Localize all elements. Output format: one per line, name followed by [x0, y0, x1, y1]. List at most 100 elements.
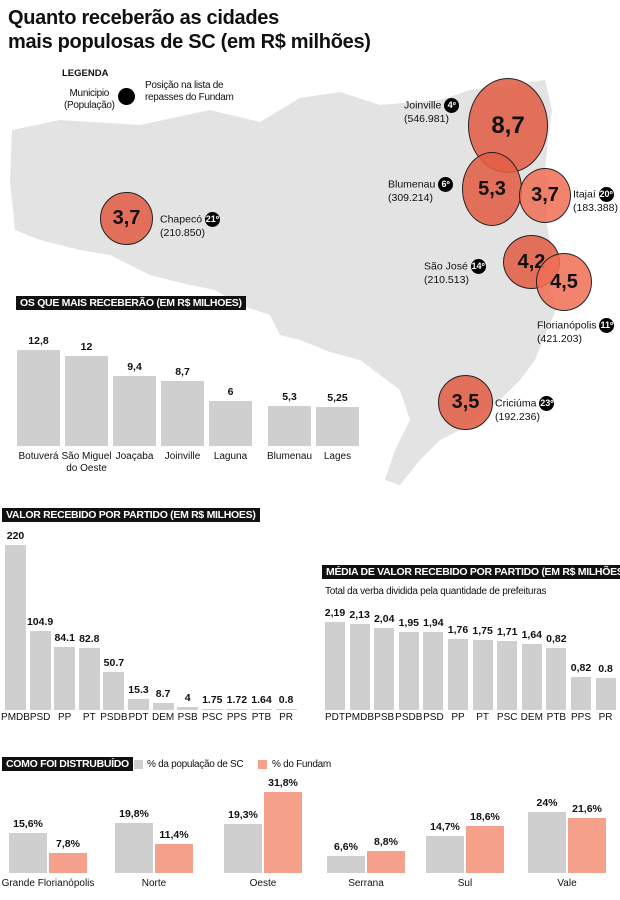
bar	[78, 647, 100, 710]
value-label: 15,6%	[13, 818, 43, 831]
value-label: 15.3	[128, 683, 149, 696]
city-chapeco: Chapecó 21º (210.850)	[160, 212, 220, 239]
bar	[5, 545, 26, 710]
value-label: 6	[227, 386, 234, 398]
legend-label-fundam: % do Fundam	[272, 759, 331, 770]
value-label: 11,4%	[159, 828, 189, 841]
category-label: PSD	[423, 712, 444, 723]
value-label: 14,7%	[430, 820, 460, 833]
bar	[546, 647, 567, 710]
bar	[316, 406, 359, 446]
value-label: 1,75	[472, 624, 493, 637]
city-itajai: Itajaí 20º (183.388)	[573, 187, 618, 214]
value-label: 9,4	[127, 360, 142, 373]
category-label: PP	[451, 712, 465, 723]
legend-swatch-population	[134, 760, 143, 769]
value-label: 84.1	[54, 631, 75, 644]
bar	[521, 644, 542, 710]
bar-fundam	[568, 817, 606, 873]
category-label: PMDB	[345, 712, 375, 723]
value-label: 1,76	[447, 624, 469, 637]
category-label: PTB	[546, 712, 567, 723]
legend-posicao: Posição na lista de repasses do Fundam	[145, 80, 234, 103]
category-label: Laguna	[213, 451, 248, 462]
value-label: 1.64	[251, 693, 272, 706]
bar-population	[9, 833, 47, 873]
chart3-subtitle: Total da verba dividida pela quantidade …	[325, 586, 547, 597]
category-label: PP	[58, 712, 72, 723]
category-label: PR	[598, 712, 613, 723]
category-label: PPS	[226, 712, 247, 723]
bar	[209, 401, 252, 446]
value-label: 12	[80, 341, 93, 353]
value-label: 8.7	[155, 688, 171, 701]
category-label: Lages	[323, 451, 352, 462]
bar	[152, 703, 174, 710]
category-label: PT	[476, 712, 489, 723]
bar	[103, 671, 125, 710]
bar-population	[426, 835, 464, 873]
value-label: 5,25	[327, 391, 348, 404]
legend-rank-dot-icon	[118, 88, 135, 105]
category-label: PMDB	[1, 712, 30, 723]
bar	[268, 406, 311, 446]
chart2-title: VALOR RECEBIDO POR PARTIDO (EM R$ MILHOE…	[2, 508, 260, 522]
bar-fundam	[367, 850, 405, 873]
city-sao-jose: São José 14º (210.513)	[424, 259, 486, 286]
bar-fundam	[49, 853, 87, 873]
bar-fundam	[264, 792, 302, 873]
value-label: 18,6%	[470, 810, 500, 823]
bar	[177, 707, 199, 710]
category-label: PSDB	[100, 712, 128, 723]
value-label: 2,13	[349, 609, 370, 622]
value-label: 82.8	[79, 632, 100, 645]
value-label: 4	[184, 692, 191, 704]
value-label: 19,3%	[228, 808, 258, 821]
category-label: PTB	[251, 712, 272, 723]
category-label: DEM	[151, 712, 175, 723]
category-label: PSC	[496, 712, 518, 723]
bar	[251, 708, 272, 710]
value-label: 1.75	[202, 693, 223, 706]
bar	[398, 631, 419, 710]
bar	[325, 622, 345, 710]
value-label: 0,82	[546, 632, 567, 645]
rank-badge: 11º	[599, 318, 615, 333]
page-title: Quanto receberão as cidades mais populos…	[8, 7, 371, 53]
rank-badge: 20º	[598, 187, 614, 202]
bar	[423, 632, 444, 710]
bar-population	[528, 811, 566, 873]
bar	[65, 356, 108, 446]
value-label: 12,8	[28, 335, 49, 347]
circle-florianopolis: 4,5	[536, 253, 592, 311]
bar	[349, 624, 370, 710]
category-label: PT	[82, 712, 96, 723]
value-label: 5,3	[282, 391, 297, 404]
value-label: 0.8	[598, 662, 613, 675]
bar	[571, 677, 591, 710]
value-label: 1,95	[398, 616, 420, 629]
circle-criciuma: 3,5	[438, 375, 493, 430]
value-label: 220	[6, 530, 25, 542]
category-label: São Miguel do Oeste	[61, 451, 112, 474]
bar	[113, 375, 156, 446]
category-label: PDT	[325, 712, 345, 723]
category-label: Vale	[557, 878, 577, 889]
value-label: 1,71	[496, 626, 518, 639]
category-label: PSDB	[395, 712, 423, 723]
bar	[275, 709, 297, 710]
rank-badge: 23º	[539, 396, 555, 411]
category-label: PSC	[202, 712, 223, 723]
bar	[29, 631, 51, 710]
category-label: Blumenau	[266, 451, 313, 462]
city-joinville: Joinville 4º (546.981)	[404, 98, 460, 125]
category-label: DEM	[520, 712, 543, 723]
value-label: 0.8	[278, 694, 294, 707]
value-label: 1,64	[521, 629, 543, 642]
value-label: 24%	[536, 796, 558, 809]
bar	[448, 639, 468, 710]
category-label: PSB	[374, 712, 395, 723]
category-label: Norte	[141, 878, 167, 889]
bar	[226, 708, 248, 710]
bar	[17, 350, 60, 446]
